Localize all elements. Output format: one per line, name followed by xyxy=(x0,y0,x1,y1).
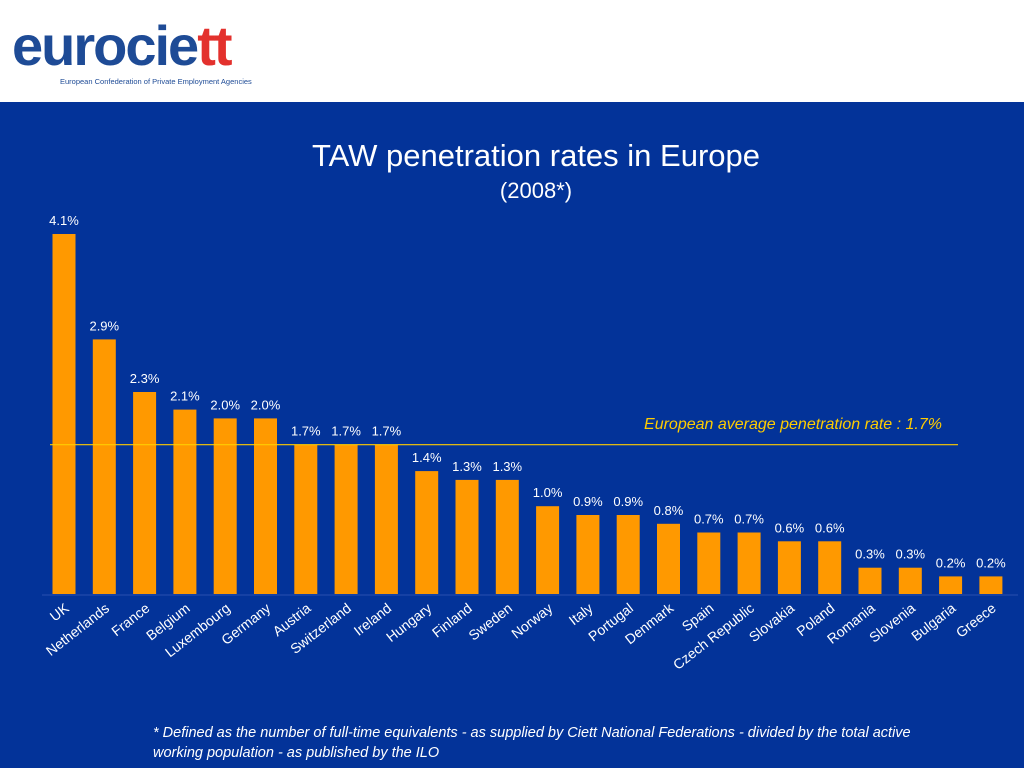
chart-title: TAW penetration rates in Europe xyxy=(311,138,760,173)
bar-value-label: 4.1% xyxy=(49,213,79,228)
bar xyxy=(415,471,439,594)
footnote: * Defined as the number of full-time equ… xyxy=(153,725,911,761)
bar-value-label: 1.7% xyxy=(291,424,321,439)
x-tick-label: Bulgaria xyxy=(908,600,958,644)
bar-value-label: 0.3% xyxy=(855,547,885,562)
bar xyxy=(939,576,963,594)
bar-value-label: 1.7% xyxy=(372,424,402,439)
bar-value-label: 0.9% xyxy=(573,494,603,509)
slide-background xyxy=(0,102,1024,768)
x-tick-label: Slovenia xyxy=(866,600,918,646)
chart-subtitle: (2008*) xyxy=(499,178,573,203)
bar-value-label: 2.0% xyxy=(251,397,281,412)
header-band: eurociett European Confederation of Priv… xyxy=(0,0,1024,102)
bar-value-label: 1.7% xyxy=(331,424,361,439)
bar-value-label: 0.3% xyxy=(895,547,925,562)
bar-value-label: 0.7% xyxy=(694,512,724,527)
x-tick-label: UK xyxy=(47,599,73,624)
x-tick-label: Norway xyxy=(508,600,555,642)
bar xyxy=(777,541,801,594)
bar xyxy=(495,479,519,594)
bar-value-label: 0.6% xyxy=(775,520,805,535)
bar-value-label: 1.3% xyxy=(492,459,522,474)
bar xyxy=(737,532,761,594)
bar xyxy=(334,444,358,594)
bar xyxy=(657,523,680,594)
bar xyxy=(92,339,116,594)
bar xyxy=(818,541,842,594)
bar xyxy=(858,567,882,594)
bar-value-label: 0.7% xyxy=(734,512,764,527)
logo-wordmark-part1: eurocie xyxy=(12,14,199,77)
logo-wordmark: eurociett xyxy=(12,14,233,77)
bar-value-label: 0.2% xyxy=(976,555,1006,570)
bar xyxy=(374,444,398,594)
bar xyxy=(979,576,1003,594)
bar xyxy=(254,418,277,594)
bar xyxy=(455,479,479,594)
bar-value-label: 2.0% xyxy=(210,397,240,412)
bar-value-label: 1.4% xyxy=(412,450,442,465)
bar xyxy=(898,567,922,594)
bar xyxy=(133,392,157,594)
logo-tagline: European Confederation of Private Employ… xyxy=(60,77,252,86)
bar xyxy=(576,515,600,594)
bar xyxy=(213,418,237,594)
x-tick-label: Greece xyxy=(953,600,999,641)
bar xyxy=(616,515,640,594)
x-tick-label: Hungary xyxy=(383,600,435,645)
euro-ciett-logo: eurociett European Confederation of Priv… xyxy=(12,10,262,90)
bar-value-label: 0.9% xyxy=(613,494,643,509)
bar-value-label: 0.8% xyxy=(654,503,684,518)
bar xyxy=(294,444,318,594)
bar xyxy=(173,409,197,594)
bar-value-label: 1.0% xyxy=(533,485,563,500)
bar xyxy=(697,532,721,594)
bar-value-label: 2.9% xyxy=(89,318,119,333)
x-tick-label: Slovakia xyxy=(746,600,798,645)
bar-value-label: 0.2% xyxy=(936,555,966,570)
x-tick-label: Italy xyxy=(566,600,596,628)
bar xyxy=(52,234,76,594)
average-line-label: European average penetration rate : 1.7% xyxy=(644,416,942,433)
bar xyxy=(536,506,560,594)
x-tick-label: Sweden xyxy=(465,600,515,644)
bar-value-label: 1.3% xyxy=(452,459,482,474)
logo-wordmark-part2: tt xyxy=(197,14,232,77)
bar-value-label: 0.6% xyxy=(815,520,845,535)
bar-value-label: 2.3% xyxy=(130,371,160,386)
bar-value-label: 2.1% xyxy=(170,389,200,404)
